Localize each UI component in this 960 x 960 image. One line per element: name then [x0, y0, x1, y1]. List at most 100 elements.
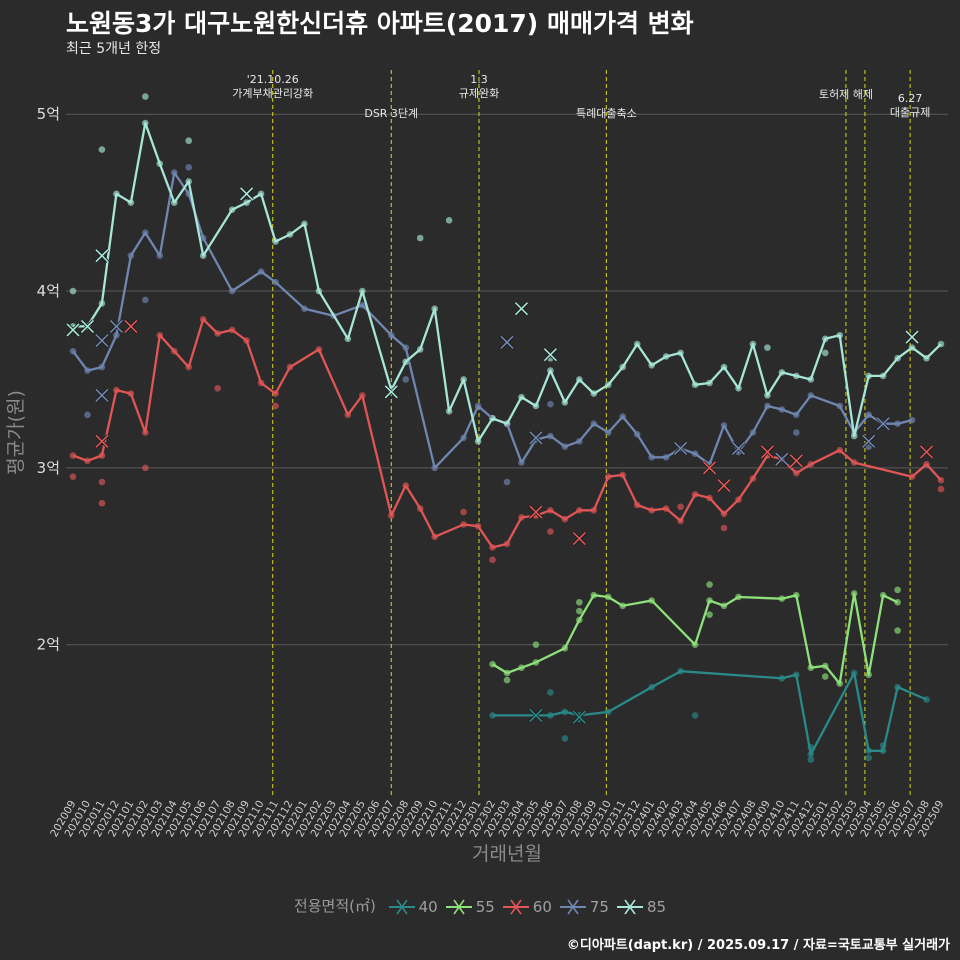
trade-point-85	[416, 234, 424, 242]
trade-point-75	[84, 411, 91, 419]
cancel-mark-stroke	[95, 388, 109, 402]
y-axis-title: 평균가(원)	[5, 390, 27, 475]
trade-point-55	[503, 676, 511, 684]
trade-point-60	[98, 478, 106, 486]
legend-key-cross	[395, 899, 408, 914]
series-line-75	[72, 171, 913, 470]
cancel-mark-60	[919, 444, 934, 460]
cancel-mark-75	[673, 441, 688, 456]
cancel-mark-85	[904, 329, 920, 345]
trade-point-55	[532, 641, 540, 648]
event-label: DSR 3단계	[364, 107, 418, 120]
cancel-mark-stroke	[529, 505, 543, 519]
cancel-mark-60	[789, 453, 804, 468]
cancel-mark-stroke	[789, 454, 803, 468]
cancel-mark-75	[731, 441, 746, 456]
trade-point-55	[706, 581, 713, 588]
legend-label: 85	[646, 897, 667, 916]
trade-point-75	[547, 400, 554, 408]
event-label: 가계부채관리강화	[232, 87, 313, 100]
trade-point-60	[937, 485, 945, 493]
cancel-mark-85	[65, 322, 81, 338]
trade-point-60	[142, 464, 149, 472]
cancel-mark-60	[528, 504, 544, 520]
cancel-mark-60	[123, 319, 138, 334]
trade-point-75	[142, 296, 149, 304]
legend-label: 60	[532, 897, 552, 916]
trade-point-40	[561, 735, 569, 742]
trade-point-85	[821, 349, 829, 357]
cancel-mark-stroke	[95, 434, 109, 448]
trade-point-40	[865, 754, 872, 762]
trade-point-60	[547, 528, 554, 535]
trade-point-75	[503, 478, 511, 486]
cancel-mark-stroke	[674, 441, 688, 455]
trade-point-75	[793, 429, 800, 436]
event-label: 규제완화	[459, 87, 499, 100]
cancel-mark-stroke	[95, 333, 109, 348]
event-label: 6.27	[898, 92, 923, 105]
legend-key-cross	[567, 899, 579, 914]
cancel-mark-stroke	[731, 441, 746, 455]
trade-point-60	[460, 508, 467, 516]
trade-point-85	[445, 217, 453, 224]
cancel-mark-stroke	[66, 323, 80, 337]
trade-point-40	[807, 756, 815, 763]
trade-point-55	[821, 673, 829, 680]
trade-point-40	[691, 712, 699, 719]
trade-point-60	[489, 556, 496, 564]
trade-point-85	[764, 344, 771, 351]
trade-point-60	[720, 524, 728, 532]
trade-point-75	[185, 163, 193, 171]
cancel-mark-stroke	[80, 319, 95, 333]
point-layer	[69, 93, 945, 763]
cancel-mark-75	[94, 333, 110, 348]
legend-key-75	[559, 899, 586, 914]
cancel-mark-stroke	[384, 385, 398, 399]
cancel-mark-stroke	[95, 249, 109, 263]
cancel-mark-stroke	[240, 187, 254, 201]
cancel-mark-stroke	[919, 445, 934, 459]
trade-point-40	[547, 689, 554, 696]
trade-point-55	[576, 607, 583, 615]
y-tick-label: 2억	[37, 636, 60, 654]
legend-item-75: 75	[559, 897, 609, 917]
legend-label: 75	[589, 897, 609, 916]
cancel-mark-stroke	[543, 348, 557, 362]
legend-items: 40 55 60 75 85	[381, 897, 667, 917]
cancel-mark-85	[514, 301, 529, 316]
cancel-mark-75	[499, 335, 515, 350]
event-label: '21.10.26	[247, 73, 299, 86]
cancel-mark-stroke	[862, 434, 876, 448]
legend-item-85: 85	[616, 897, 667, 917]
chart-title: 노원동3가 대구노원한신더휴 아파트(2017) 매매가격 변화	[66, 9, 694, 38]
event-label: 특례대출축소	[576, 107, 637, 120]
legend-key-85	[616, 899, 643, 914]
mark-layer	[65, 186, 934, 725]
series-line-60	[72, 318, 942, 549]
x-axis-title: 거래년월	[472, 843, 542, 865]
cancel-mark-60	[716, 478, 732, 493]
cancel-mark-85	[94, 248, 110, 263]
trade-point-85	[98, 146, 106, 153]
cancel-mark-stroke	[572, 532, 586, 546]
cancel-mark-60	[572, 531, 587, 546]
legend-key-cross	[453, 899, 465, 914]
cancel-mark-stroke	[775, 452, 789, 466]
cancel-mark-stroke	[529, 431, 543, 445]
trade-point-60	[272, 402, 279, 410]
cancel-mark-stroke	[124, 319, 138, 333]
cancel-mark-75	[876, 416, 891, 431]
trade-point-75	[402, 376, 410, 383]
trade-point-60	[677, 503, 684, 511]
cancel-mark-60	[94, 434, 110, 449]
source-caption: ©디아파트(dapt.kr) / 2025.09.17 / 자료=국토교통부 실…	[566, 938, 950, 953]
event-label: 대출규제	[890, 106, 930, 119]
y-tick-label: 3억	[37, 459, 60, 477]
legend-item-40: 40	[388, 897, 438, 917]
series-line-55	[491, 592, 899, 685]
legend: 전용면적(㎡) 40 55 60 75 85	[0, 895, 960, 917]
legend-key-55	[445, 899, 472, 914]
cancel-mark-60	[760, 444, 775, 460]
legend-key-cross	[624, 899, 636, 914]
